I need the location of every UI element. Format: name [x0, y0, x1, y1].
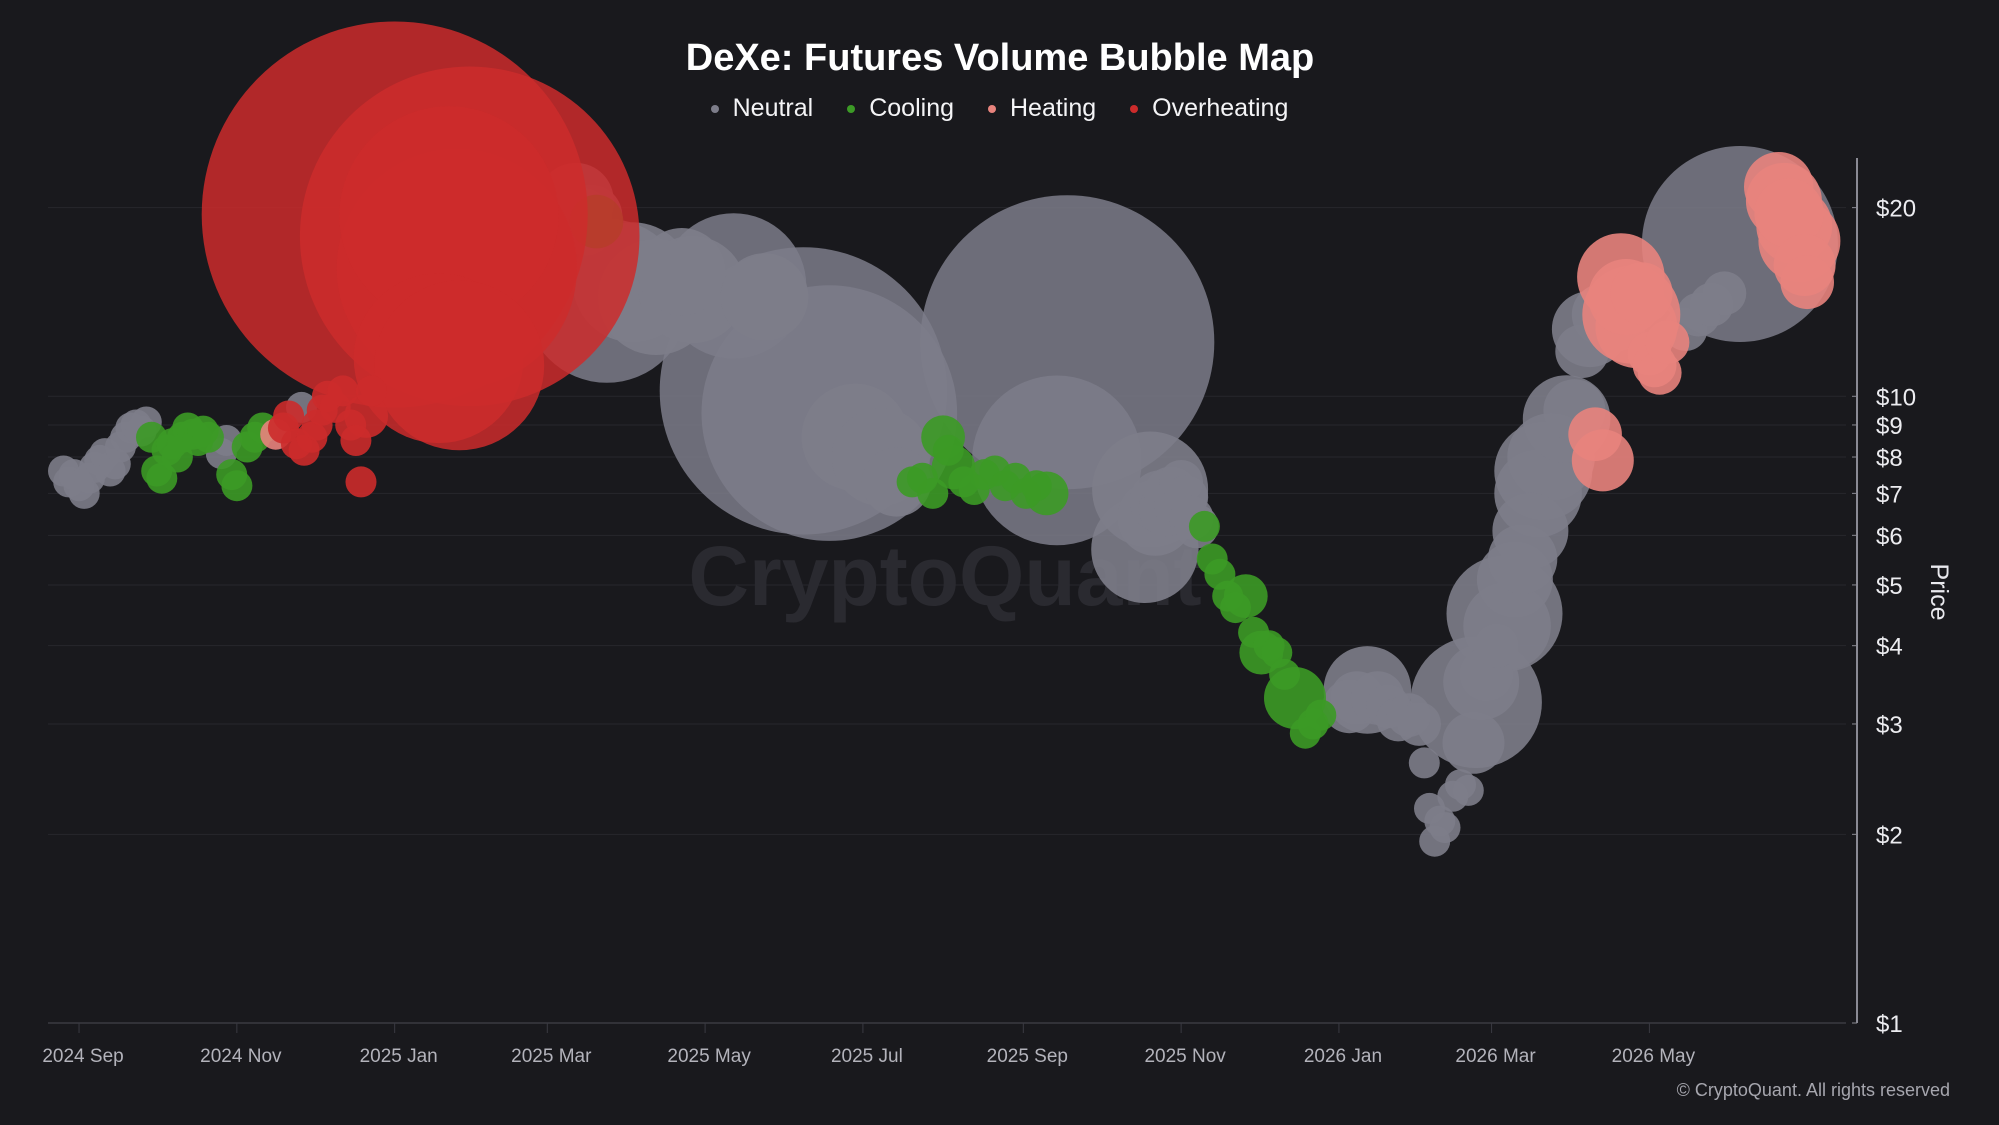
y-axis-ticks: $1 $2 $3 $4 $5 $6 $7 $8 $9$10 $20 — [1852, 196, 1916, 1038]
bubble-point — [327, 375, 359, 407]
x-tick-label: 2026 Jan — [1304, 1046, 1382, 1067]
bubble-point — [355, 375, 387, 407]
y-tick-label: $4 — [1876, 634, 1903, 661]
bubble-point — [1487, 524, 1558, 594]
bubble-point — [1780, 255, 1834, 310]
bubble-point — [1408, 747, 1440, 779]
legend-label: Cooling — [869, 94, 954, 122]
legend: Neutral Cooling Heating Overheating — [0, 94, 1999, 123]
x-tick-label: 2025 Jan — [360, 1046, 438, 1067]
bubble-point — [1429, 812, 1461, 844]
y-tick-label: $6 — [1876, 523, 1903, 550]
bubble-point — [192, 421, 224, 453]
bubble-point — [221, 470, 253, 502]
y-tick-label: $1 — [1876, 1011, 1903, 1038]
legend-label: Heating — [1010, 94, 1097, 122]
bubble-point — [1397, 702, 1441, 746]
chart-title: DeXe: Futures Volume Bubble Map — [686, 37, 1314, 79]
bubble-point — [932, 434, 964, 466]
bubble-point — [720, 253, 809, 341]
bubble-point — [340, 425, 372, 456]
bubble-point — [1754, 178, 1824, 248]
bubble-point — [638, 227, 726, 316]
legend-label: Overheating — [1152, 94, 1289, 122]
bubble-point — [1020, 470, 1052, 502]
bubble-point — [146, 462, 178, 494]
y-tick-label: $5 — [1876, 573, 1903, 600]
bubble-layer — [48, 21, 1841, 857]
bubble-point — [1610, 262, 1673, 325]
x-tick-label: 2025 May — [667, 1046, 751, 1067]
bubble-point — [1474, 623, 1519, 668]
x-tick-label: 2025 Mar — [511, 1046, 592, 1067]
x-axis-ticks: 2024 Sep 2024 Nov 2025 Jan 2025 Mar 2025 May… — [42, 1023, 1696, 1067]
legend-item-heating[interactable]: Heating — [988, 94, 1096, 123]
y-tick-label: $2 — [1876, 822, 1903, 849]
legend-item-neutral[interactable]: Neutral — [710, 94, 814, 123]
legend-swatch — [1130, 104, 1139, 113]
y-tick-label: $10 — [1876, 384, 1916, 411]
x-tick-label: 2025 Jul — [831, 1046, 903, 1067]
bubble-point — [917, 477, 949, 509]
legend-swatch — [988, 104, 996, 113]
bubble-point — [339, 106, 559, 326]
bubble-point — [374, 280, 545, 451]
bubble-point — [1188, 510, 1220, 542]
series-cooling — [136, 194, 1337, 749]
series-heating — [260, 152, 1841, 492]
bubble-point — [345, 466, 377, 498]
bubble-point — [1568, 407, 1622, 462]
bubble-point — [1305, 699, 1337, 731]
x-tick-label: 2026 Mar — [1455, 1046, 1536, 1067]
y-axis-label: Price — [1925, 564, 1953, 621]
bubble-point — [1442, 711, 1505, 774]
legend-label: Neutral — [732, 94, 814, 122]
x-tick-label: 2024 Nov — [200, 1046, 282, 1067]
bubble-point — [1645, 320, 1690, 365]
legend-swatch — [847, 104, 856, 113]
y-tick-label: $20 — [1876, 196, 1916, 223]
y-tick-label: $9 — [1876, 413, 1903, 440]
legend-swatch — [710, 104, 719, 113]
y-tick-label: $7 — [1876, 481, 1903, 508]
y-tick-label: $3 — [1876, 712, 1903, 739]
series-overheating — [201, 21, 640, 498]
x-tick-label: 2025 Sep — [987, 1046, 1068, 1067]
x-tick-label: 2026 May — [1612, 1046, 1696, 1067]
legend-item-overheating[interactable]: Overheating — [1130, 94, 1288, 123]
x-tick-label: 2024 Sep — [42, 1046, 123, 1067]
bubble-point — [1452, 774, 1484, 806]
bubble-point — [1269, 658, 1301, 690]
bubble-point — [1220, 592, 1251, 624]
legend-item-cooling[interactable]: Cooling — [847, 94, 954, 123]
copyright-notice: © CryptoQuant. All rights reserved — [1677, 1080, 1950, 1100]
y-tick-label: $8 — [1876, 445, 1903, 472]
bubble-point — [1702, 271, 1747, 316]
bubble-point — [273, 400, 305, 432]
x-tick-label: 2025 Nov — [1144, 1046, 1226, 1067]
